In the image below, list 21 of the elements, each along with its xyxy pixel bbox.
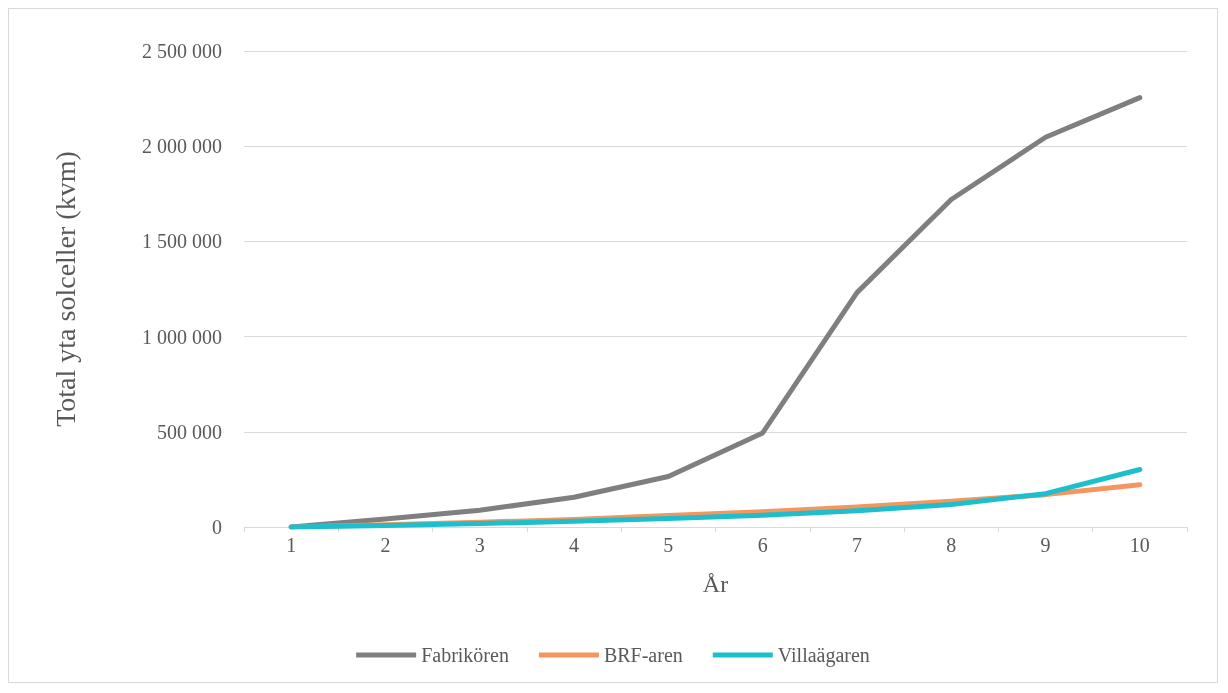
y-tick-label: 1 000 000 <box>142 325 222 348</box>
x-tick-label: 4 <box>569 534 580 556</box>
x-tick-label: 10 <box>1129 534 1150 556</box>
x-tick-label: 6 <box>757 534 768 556</box>
x-tick-label: 5 <box>663 534 674 556</box>
y-axis-title: Total yta solceller (kvm) <box>49 151 81 427</box>
legend-label: BRF-aren <box>603 644 683 666</box>
x-tick-label: 2 <box>380 534 391 556</box>
legend-label: Villaägaren <box>777 644 870 667</box>
x-tick-label: 1 <box>286 534 297 556</box>
x-tick-label: 8 <box>946 534 957 556</box>
y-tick-label: 500 000 <box>157 420 222 443</box>
legend-label: Fabrikören <box>421 644 509 666</box>
y-tick-label: 1 500 000 <box>142 230 222 253</box>
y-tick-label: 2 000 000 <box>142 135 222 158</box>
x-axis-title: År <box>702 571 729 597</box>
y-tick-label: 2 500 000 <box>142 40 222 62</box>
x-tick-label: 9 <box>1040 534 1051 556</box>
y-tick-label: 0 <box>212 516 222 538</box>
x-tick-label: 7 <box>851 534 862 556</box>
x-tick-label: 3 <box>474 534 485 556</box>
